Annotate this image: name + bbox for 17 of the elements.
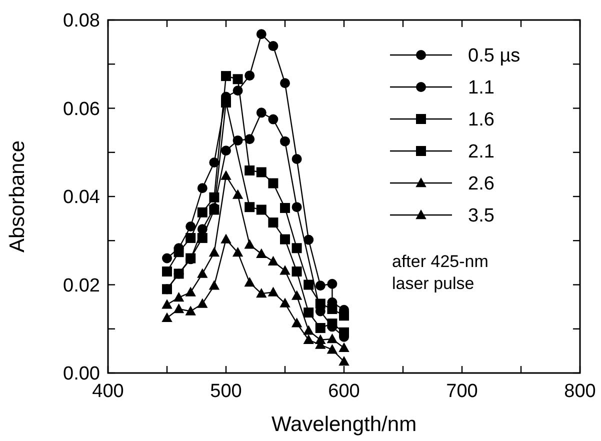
legend-label: 2.6: [468, 174, 494, 195]
legend-label: 1.6: [468, 110, 494, 131]
y-tick-label: 0.06: [63, 98, 100, 120]
x-tick-label: 800: [564, 381, 596, 402]
legend-label: 1.1: [468, 78, 494, 99]
y-axis-title: Absorbance: [6, 140, 29, 253]
annotation: after 425-nm laser pulse: [392, 252, 488, 293]
x-tick-label: 700: [446, 381, 478, 402]
legend-label: 0.5 µs: [468, 46, 520, 67]
x-tick-label: 500: [210, 381, 242, 402]
y-tick-label: 0.08: [63, 10, 100, 32]
x-axis-title: Wavelength/nm: [271, 413, 417, 436]
legend-label: 3.5: [468, 206, 494, 227]
y-tick-label: 0.04: [63, 187, 100, 208]
y-tick-label: 0.02: [63, 275, 100, 296]
legend-label: 2.1: [468, 142, 494, 163]
x-tick-label: 600: [328, 381, 360, 402]
